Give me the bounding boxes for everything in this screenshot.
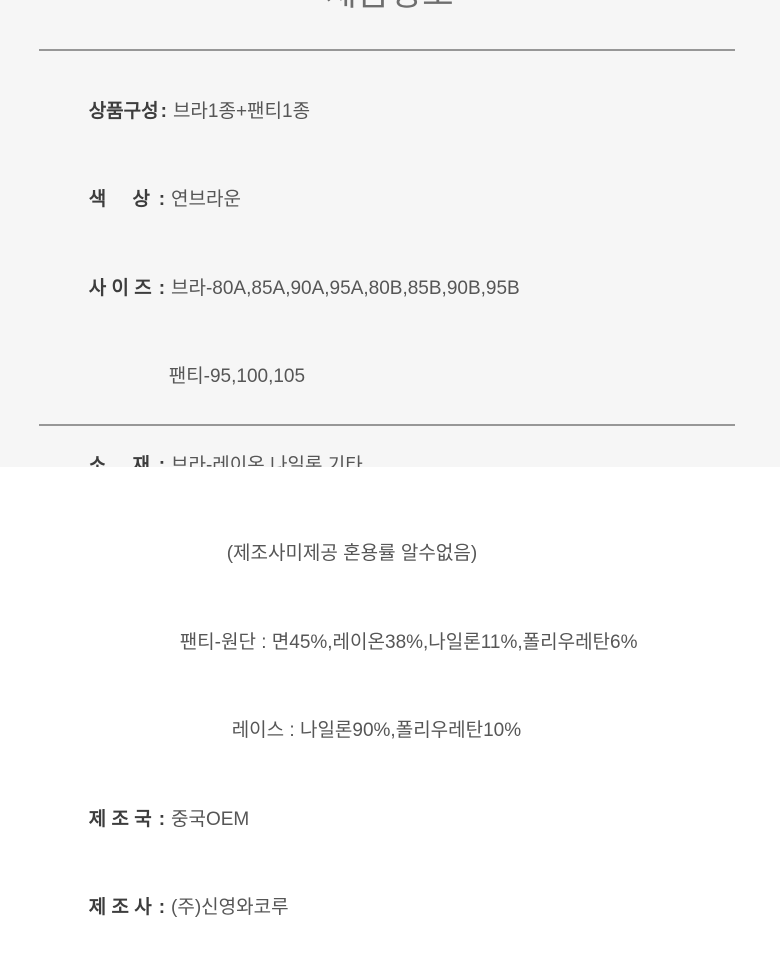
info-row-size-panty: 팬티-95,100,105 <box>57 333 638 422</box>
field-label: 상품구성 <box>88 100 159 122</box>
field-value: 팬티-95,100,105 <box>168 366 306 387</box>
info-row-material-lace: 레이스 : 나일론90%,폴리우레탄10% <box>57 687 638 776</box>
field-value: 중국OEM <box>171 808 250 830</box>
bottom-divider <box>39 424 735 426</box>
field-value: (주)신영와코루 <box>171 897 289 918</box>
top-divider <box>39 49 735 51</box>
field-value: 레이스 : 나일론90%,폴리우레탄10% <box>231 720 522 741</box>
info-row-manufacturer: 제 조 사: (주)신영와코루 <box>57 864 638 953</box>
field-value: 브라-80A,85A,90A,95A,80B,85B,90B,95B <box>171 277 520 299</box>
colon-separator: : <box>158 808 166 830</box>
product-spec-list: 상품구성: 브라1종+팬티1종 색 상: 연브라운 사 이 즈: 브라-80A,85A… <box>57 67 638 960</box>
page-title: 제품정보 <box>0 0 780 11</box>
field-value: (제조사미제공 혼용률 알수없음) <box>226 543 478 564</box>
colon-separator: : <box>158 277 166 299</box>
colon-separator: : <box>158 897 166 918</box>
colon-separator: : <box>158 189 166 210</box>
info-row-material-note: (제조사미제공 혼용률 알수없음) <box>57 510 638 599</box>
field-label: 사 이 즈 <box>88 277 152 299</box>
field-value: 연브라운 <box>171 189 241 210</box>
info-row-material: 소 재: 브라-레이온,나일론,기타 <box>57 421 638 510</box>
field-value: 브라1종+팬티1종 <box>172 100 311 122</box>
info-row-size: 사 이 즈: 브라-80A,85A,90A,95A,80B,85B,90B,95B <box>57 244 638 333</box>
info-row-country: 제 조 국: 중국OEM <box>57 775 638 864</box>
field-label: 색 상 <box>88 189 151 210</box>
field-value: 팬티-원단 : 면45%,레이온38%,나일론11%,폴리우레탄6% <box>179 631 638 653</box>
field-label: 제 조 국 <box>88 808 152 830</box>
info-row-washing: 세탁방법:중성세제 사용 단독 손세탁 <box>57 952 638 960</box>
info-row-color: 색 상: 연브라운 <box>57 156 638 245</box>
product-info-sheet: 제품정보 상품구성:브라1종+팬티1종 색 상:연브라운 사 이 즈:브라-80… <box>0 0 780 918</box>
field-label: 제 조 사 <box>88 897 152 918</box>
colon-separator: : <box>160 100 167 122</box>
colon-separator: : <box>158 454 166 476</box>
info-row-material-panty-fabric: 팬티-원단 : 면45%,레이온38%,나일론11%,폴리우레탄6% <box>57 598 638 687</box>
page-bottom-background <box>0 467 780 480</box>
info-row-composition: 상품구성: 브라1종+팬티1종 <box>57 67 638 156</box>
